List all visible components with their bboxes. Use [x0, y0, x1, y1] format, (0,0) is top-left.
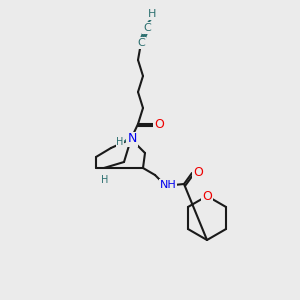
Text: C: C	[137, 38, 145, 48]
Text: NH: NH	[160, 180, 176, 190]
Text: N: N	[127, 133, 137, 146]
Text: H: H	[148, 9, 156, 19]
Text: O: O	[202, 190, 212, 202]
Text: H: H	[116, 137, 124, 147]
Text: O: O	[193, 167, 203, 179]
Text: C: C	[143, 23, 151, 33]
Text: O: O	[154, 118, 164, 130]
Text: H: H	[101, 175, 109, 185]
